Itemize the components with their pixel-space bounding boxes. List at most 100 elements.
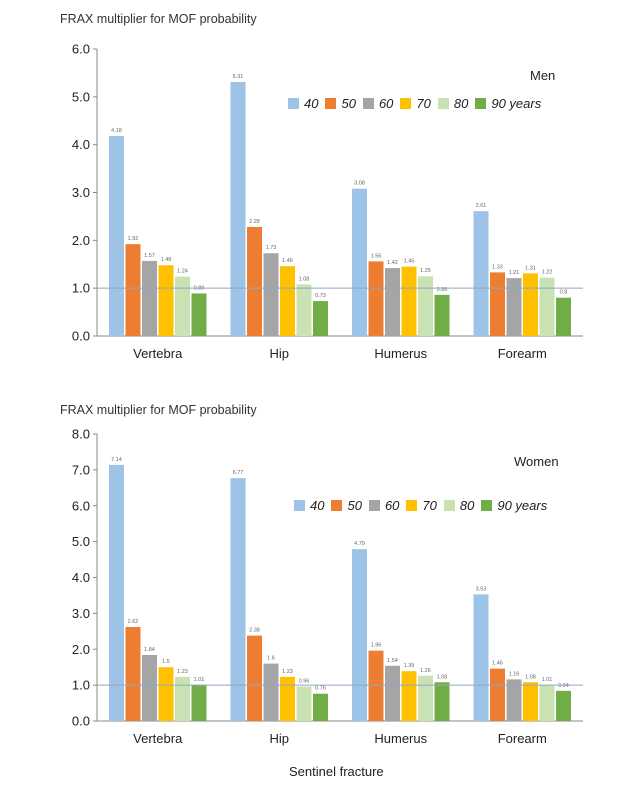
bar	[175, 276, 190, 336]
data-label: 1.39	[404, 663, 415, 669]
data-label: 1.92	[128, 236, 139, 242]
bar	[368, 650, 384, 721]
data-label: 1.24	[177, 269, 188, 275]
data-label: 0.86	[437, 287, 448, 293]
chart-title-women: FRAX multiplier for MOF probability	[60, 403, 257, 417]
legend-label: 80	[453, 96, 469, 111]
bar	[556, 690, 571, 721]
bar	[296, 284, 312, 336]
bar	[539, 277, 555, 336]
bar	[247, 635, 262, 721]
legend-item: 40	[294, 498, 324, 513]
data-label: 3.53	[476, 586, 487, 592]
bar	[158, 265, 174, 336]
data-label: 1.54	[387, 658, 398, 664]
data-label: 1.16	[509, 671, 520, 677]
bar	[352, 549, 367, 721]
panel-label-women: Women	[514, 454, 559, 469]
chart-title-men: FRAX multiplier for MOF probability	[60, 12, 257, 26]
bar	[230, 478, 246, 721]
bar	[352, 188, 367, 336]
legend-label: 70	[422, 498, 437, 513]
data-label: 1.73	[266, 245, 277, 251]
legend-label: 60	[384, 498, 400, 513]
bar	[539, 684, 555, 721]
legend-swatch	[481, 500, 493, 511]
bar	[523, 273, 538, 336]
data-label: 1.21	[509, 270, 520, 276]
bar	[506, 679, 522, 721]
bar	[109, 136, 124, 336]
legend-men: 40 50 60 70 80 90 years	[288, 96, 548, 111]
bar	[523, 682, 538, 721]
legend-swatch	[443, 500, 455, 511]
data-label: 1.08	[299, 276, 310, 282]
y-tick-label: 3.0	[72, 606, 90, 621]
chart-women: 0.0 1.0 2.0 3.0 4.0 5.0 6.0 7.0 8.0 7.14 2.62 1.84 1…	[72, 427, 583, 746]
y-tick-label: 2.0	[72, 233, 90, 248]
legend-label: 40	[304, 96, 319, 111]
y-tick-label: 2.0	[72, 642, 90, 657]
data-label: 5.31	[233, 74, 244, 80]
bar	[434, 682, 450, 721]
legend-item: 50	[331, 498, 362, 513]
data-label: 1.48	[161, 257, 172, 263]
bar	[191, 293, 207, 336]
bar	[247, 226, 262, 336]
bar	[506, 278, 522, 336]
y-tick-label: 0.0	[72, 714, 90, 729]
bar	[313, 301, 328, 336]
data-label: 1.6	[267, 656, 275, 662]
bar	[368, 261, 384, 336]
bar	[175, 676, 190, 721]
y-tick-label: 7.0	[72, 462, 90, 477]
bar	[191, 684, 207, 721]
bar	[125, 244, 141, 336]
bar	[230, 82, 246, 336]
category-label: Vertebra	[133, 346, 183, 361]
data-label: 0.8	[560, 290, 568, 296]
data-label: 2.38	[249, 628, 260, 634]
data-label: 1.57	[144, 253, 155, 259]
data-label: 3.08	[354, 181, 365, 187]
bar	[490, 668, 505, 721]
legend-swatch	[325, 98, 337, 109]
legend-swatch	[437, 98, 449, 109]
legend-label: 40	[310, 498, 325, 513]
bar	[401, 671, 417, 721]
bar	[263, 663, 279, 721]
category-label: Forearm	[498, 346, 547, 361]
data-label: 1.23	[282, 669, 293, 675]
bar	[556, 297, 571, 336]
legend-item: 60	[362, 96, 393, 111]
legend-label: 70	[416, 96, 431, 111]
data-label: 1.45	[404, 259, 415, 265]
data-label: 1.46	[492, 661, 503, 667]
data-label: 0.84	[558, 683, 569, 689]
bar	[158, 667, 174, 721]
bar	[280, 266, 295, 336]
legend-item: 60	[368, 498, 400, 513]
y-tick-label: 6.0	[72, 498, 90, 513]
data-label: 1.5	[162, 659, 170, 665]
legend-swatch	[475, 98, 487, 109]
data-label: 2.61	[476, 203, 487, 209]
bar	[385, 665, 400, 721]
chart-men: 0.0 1.0 2.0 3.0 4.0 5.0 6.0 4.18 1.92 1.57 1.48 1.2…	[72, 42, 583, 361]
legend-label: 80	[459, 498, 475, 513]
data-label: 2.28	[249, 219, 260, 225]
data-label: 1.22	[542, 270, 553, 276]
bar	[313, 693, 328, 721]
data-label: 1.01	[194, 677, 205, 683]
data-label: 0.76	[315, 686, 326, 692]
data-label: 1.31	[525, 265, 536, 271]
data-label: 2.62	[128, 619, 139, 625]
bar	[473, 211, 489, 336]
bar	[418, 675, 433, 721]
bar	[385, 268, 400, 336]
y-tick-label: 4.0	[72, 570, 90, 585]
x-axis-title: Sentinel fracture	[289, 764, 384, 779]
data-label: 1.46	[282, 258, 293, 264]
y-tick-label: 5.0	[72, 89, 90, 104]
bar	[125, 627, 141, 721]
